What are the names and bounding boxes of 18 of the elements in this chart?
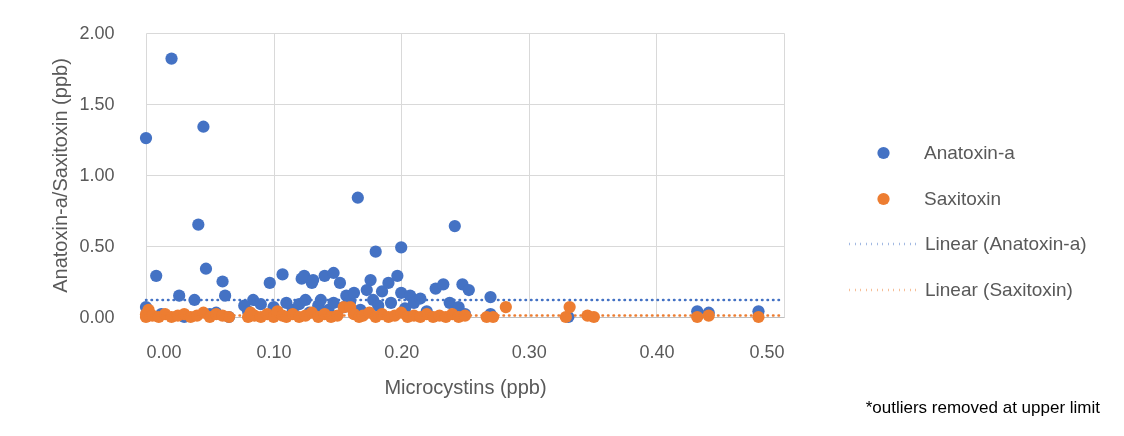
x-tick-label: 0.30 [511, 341, 547, 362]
y-tick-label: 1.00 [79, 164, 115, 185]
legend-label: Anatoxin-a [924, 142, 1016, 163]
legend-label: Saxitoxin [924, 188, 1002, 209]
y-axis-title: Anatoxin-a/Saxitoxin (ppb) [49, 58, 72, 293]
x-axis-title: Microcystins (ppb) [384, 375, 547, 398]
x-tick-label: 0.10 [256, 341, 292, 362]
x-tick-label: 0.40 [639, 341, 675, 362]
y-tick-label: 0.50 [79, 235, 115, 256]
legend-label: Linear (Anatoxin-a) [925, 233, 1087, 254]
x-tick-label: 0.00 [146, 341, 182, 362]
x-tick-label: 0.50 [749, 341, 785, 362]
text: *outliers removed at upper limit [865, 398, 1101, 417]
legend-label: Linear (Saxitoxin) [925, 279, 1073, 300]
y-tick-label: 2.00 [79, 22, 115, 43]
y-tick-label: 0.00 [79, 306, 115, 327]
y-tick-label: 1.50 [79, 93, 115, 114]
x-tick-label: 0.20 [384, 341, 420, 362]
